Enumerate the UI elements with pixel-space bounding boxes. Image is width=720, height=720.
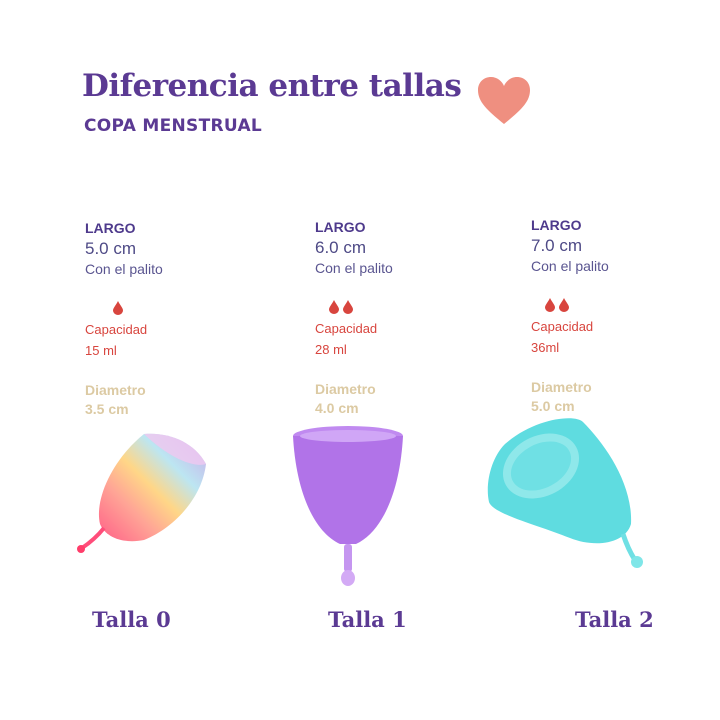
largo-label: LARGO xyxy=(531,217,582,233)
largo-label: LARGO xyxy=(315,219,366,235)
diameter-value: 3.5 cm xyxy=(85,401,129,417)
size-column-talla-0: LARGO 5.0 cm Con el palito Capacidad 15 … xyxy=(85,220,275,419)
blood-drop-icon xyxy=(113,301,123,315)
diameter-value: 4.0 cm xyxy=(315,400,359,416)
size-name-talla-0: Talla 0 xyxy=(92,607,171,632)
capacity-label: Capacidad xyxy=(315,321,378,336)
length-note: Con el palito xyxy=(531,258,609,274)
diameter-value: 5.0 cm xyxy=(531,398,575,414)
largo-label: LARGO xyxy=(85,220,136,236)
page-subtitle: COPA MENSTRUAL xyxy=(84,116,263,136)
diameter-label: Diametro xyxy=(85,382,146,398)
capacity-value: 15 ml xyxy=(85,343,117,358)
diameter-label: Diametro xyxy=(531,379,592,395)
length-value: 7.0 cm xyxy=(531,236,583,255)
blood-drop-icon xyxy=(545,298,555,312)
blood-drop-icon xyxy=(559,298,569,312)
capacity-label: Capacidad xyxy=(85,322,148,337)
size-column-talla-1: LARGO 6.0 cm Con el palito Capacidad 28 … xyxy=(315,219,505,418)
blood-drop-icon xyxy=(329,300,339,314)
capacity-value: 28 ml xyxy=(315,342,347,357)
size-name-talla-2: Talla 2 xyxy=(575,607,654,632)
length-value: 6.0 cm xyxy=(315,238,367,257)
capacity-drops xyxy=(85,301,275,317)
capacity-value: 36ml xyxy=(531,340,560,355)
capacity-label: Capacidad xyxy=(531,319,594,334)
capacity-drops xyxy=(315,300,505,316)
diameter-label: Diametro xyxy=(315,381,376,397)
cup-image-talla-2 xyxy=(487,418,643,568)
cup-image-talla-0 xyxy=(77,433,206,553)
blood-drop-icon xyxy=(343,300,353,314)
length-note: Con el palito xyxy=(315,260,393,276)
heart-icon xyxy=(478,77,530,124)
page-title: Diferencia entre tallas xyxy=(82,68,462,104)
capacity-drops xyxy=(531,298,720,314)
length-note: Con el palito xyxy=(85,261,163,277)
length-value: 5.0 cm xyxy=(85,239,137,258)
size-name-talla-1: Talla 1 xyxy=(328,607,407,632)
cup-image-talla-1 xyxy=(293,426,403,586)
size-column-talla-2: LARGO 7.0 cm Con el palito Capacidad 36m… xyxy=(531,217,720,416)
